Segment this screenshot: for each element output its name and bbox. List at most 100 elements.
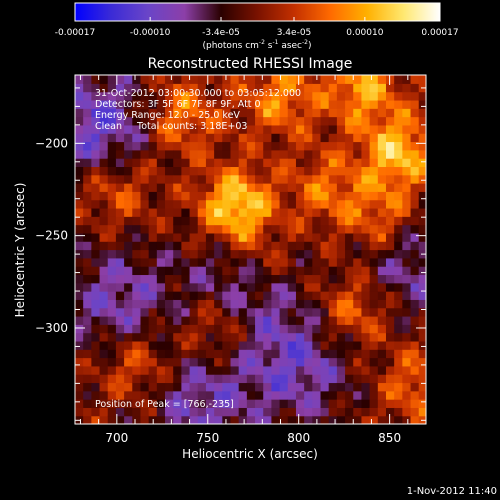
heatmap-cell — [205, 116, 215, 126]
heatmap-cell — [402, 332, 412, 342]
heatmap-cell — [83, 166, 92, 176]
heatmap-cell — [140, 399, 150, 408]
heatmap-cell — [402, 108, 412, 118]
heatmap-cell — [115, 75, 125, 84]
heatmap-cell — [99, 374, 109, 384]
heatmap-cell — [394, 91, 403, 101]
heatmap-cell — [287, 349, 297, 359]
heatmap-cell — [361, 282, 371, 292]
heatmap-cell — [107, 232, 117, 242]
heatmap-cell — [99, 407, 109, 417]
heatmap-cell — [189, 349, 199, 359]
heatmap-cell — [312, 382, 322, 392]
heatmap-cell — [418, 116, 426, 126]
heatmap-cell — [140, 224, 150, 234]
heatmap-cell — [279, 266, 289, 276]
heatmap-cell — [75, 315, 84, 325]
heatmap-cell — [148, 199, 158, 209]
heatmap-cell — [115, 158, 125, 168]
heatmap-cell — [91, 299, 101, 309]
heatmap-cell — [148, 124, 158, 134]
heatmap-cell — [173, 382, 182, 392]
heatmap-cell — [312, 307, 322, 317]
heatmap-cell — [320, 382, 330, 392]
annotation-block: 31-Oct-2012 03:00:30.000 to 03:05:12.000… — [95, 88, 301, 132]
heatmap-cell — [238, 315, 248, 325]
heatmap-cell — [124, 365, 133, 375]
heatmap-cell — [304, 83, 313, 93]
heatmap-cell — [173, 241, 182, 251]
heatmap-cell — [189, 99, 199, 109]
heatmap-cell — [148, 99, 158, 109]
heatmap-cell — [336, 332, 346, 342]
heatmap-cell — [222, 257, 232, 267]
heatmap-cell — [230, 399, 240, 408]
heatmap-cell — [410, 315, 420, 325]
heatmap-cell — [385, 149, 395, 159]
heatmap-cell — [410, 274, 420, 284]
heatmap-cell — [91, 232, 101, 242]
heatmap-cell — [353, 207, 363, 217]
heatmap-cell — [353, 232, 363, 242]
heatmap-cell — [107, 224, 117, 234]
heatmap-cell — [189, 332, 199, 342]
heatmap-cell — [279, 108, 289, 118]
heatmap-cell — [165, 241, 174, 251]
heatmap-cell — [246, 166, 256, 176]
heatmap-cell — [148, 241, 158, 251]
heatmap-cell — [115, 324, 125, 334]
heatmap-cell — [140, 340, 150, 350]
heatmap-cell — [173, 274, 182, 284]
heatmap-cell — [320, 232, 330, 242]
heatmap-cell — [345, 183, 354, 192]
heatmap-cell — [394, 390, 403, 400]
heatmap-cell — [312, 216, 322, 226]
heatmap-cell — [99, 257, 109, 267]
heatmap-cell — [271, 207, 281, 217]
heatmap-cell — [312, 291, 322, 300]
heatmap-cell — [140, 249, 150, 259]
heatmap-cell — [173, 232, 182, 242]
heatmap-cell — [377, 299, 387, 309]
heatmap-cell — [75, 116, 84, 126]
heatmap-cell — [336, 141, 346, 151]
heatmap-cell — [271, 307, 281, 317]
heatmap-cell — [197, 407, 207, 417]
heatmap-cell — [279, 299, 289, 309]
heatmap-cell — [418, 141, 426, 151]
axis-ticks: 700 750 800 850−200−250−300 — [35, 75, 426, 445]
heatmap-cell — [353, 340, 363, 350]
heatmap-cell — [394, 382, 403, 392]
heatmap-cell — [410, 224, 420, 234]
heatmap-cell — [320, 340, 330, 350]
heatmap-cell — [295, 249, 305, 259]
heatmap-cell — [361, 266, 371, 276]
heatmap-cell — [287, 149, 297, 159]
heatmap-cell — [222, 91, 232, 101]
heatmap-cell — [83, 232, 92, 242]
heatmap-cell — [418, 282, 426, 292]
heatmap-cell — [148, 116, 158, 126]
heatmap-cell — [115, 407, 125, 417]
heatmap-cell — [369, 191, 379, 201]
heatmap-cell — [263, 241, 273, 251]
heatmap-cell — [99, 365, 109, 375]
heatmap-cell — [295, 91, 305, 101]
heatmap-cell — [132, 124, 142, 134]
heatmap-cell — [394, 291, 403, 300]
heatmap-cell — [271, 241, 281, 251]
heatmap-cell — [75, 332, 84, 342]
heatmap-cell — [132, 349, 142, 359]
heatmap-cell — [115, 274, 125, 284]
heatmap-cell — [75, 282, 84, 292]
heatmap-cell — [377, 216, 387, 226]
heatmap-cell — [255, 332, 264, 342]
heatmap-cell — [369, 349, 379, 359]
heatmap-cell — [197, 382, 207, 392]
heatmap-cell — [304, 99, 313, 109]
heatmap-cell — [156, 315, 166, 325]
heatmap-cell — [189, 133, 199, 143]
heatmap-cell — [328, 390, 338, 400]
heatmap-cell — [295, 266, 305, 276]
heatmap-cell — [336, 99, 346, 109]
